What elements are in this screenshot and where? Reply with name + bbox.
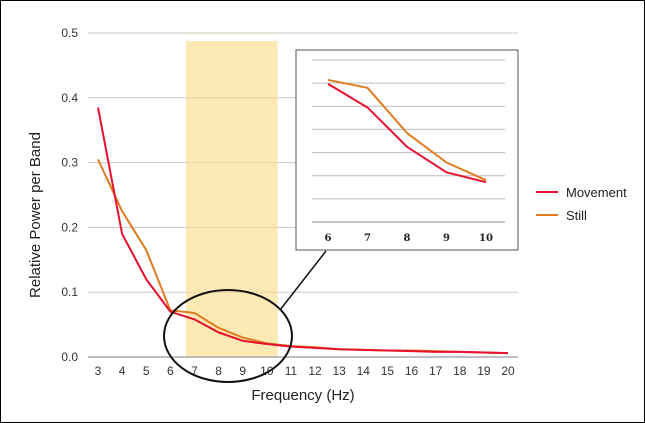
y-axis-title: Relative Power per Band	[27, 132, 44, 298]
x-tick-11: 11	[285, 364, 298, 378]
x-tick-12: 12	[308, 364, 322, 378]
x-tick-14: 14	[357, 364, 371, 378]
y-tick-0.0: 0.0	[61, 350, 78, 364]
inset-series-line-still	[327, 78, 487, 182]
y-tick-0.5: 0.5	[61, 26, 78, 40]
x-axis-title: Frequency (Hz)	[251, 387, 354, 404]
x-tick-19: 19	[477, 364, 491, 378]
x-tick-15: 15	[381, 364, 395, 378]
inset-x-tick-10: 10	[479, 233, 493, 244]
legend-label-still: Still	[566, 208, 587, 223]
inset-series-line-movement	[327, 83, 487, 184]
inset-gridlines	[312, 59, 505, 223]
x-tick-17: 17	[429, 364, 443, 378]
inset-x-tick-9: 9	[443, 233, 450, 244]
main-series-lines	[97, 107, 509, 355]
y-tick-0.1: 0.1	[61, 285, 78, 299]
inset-x-tick-6: 6	[325, 233, 332, 244]
inset-x-tick-labels: 6 7 8 9 10	[325, 233, 493, 244]
x-tick-18: 18	[453, 364, 467, 378]
legend-label-movement: Movement	[566, 185, 627, 200]
x-tick-9: 9	[239, 364, 246, 378]
x-tick-4: 4	[119, 364, 126, 378]
series-line-movement	[97, 107, 509, 355]
zoom-connector-line	[279, 250, 327, 311]
x-tick-8: 8	[215, 364, 222, 378]
y-tick-0.3: 0.3	[61, 156, 78, 170]
y-tick-labels: 0.0 0.1 0.2 0.3 0.4 0.5	[61, 26, 78, 364]
inset-series-lines	[327, 78, 487, 184]
legend: Movement Still	[536, 185, 627, 223]
highlight-band	[186, 41, 278, 357]
zoom-ellipse	[163, 289, 293, 383]
inset-x-tick-7: 7	[364, 233, 371, 244]
main-gridlines-over-band	[186, 32, 278, 293]
inset-x-tick-8: 8	[404, 233, 411, 244]
y-tick-0.4: 0.4	[61, 91, 78, 105]
x-tick-20: 20	[501, 364, 515, 378]
x-tick-13: 13	[332, 364, 346, 378]
x-tick-7: 7	[191, 364, 198, 378]
x-tick-3: 3	[95, 364, 102, 378]
x-tick-6: 6	[167, 364, 174, 378]
y-tick-0.2: 0.2	[61, 220, 78, 234]
x-tick-labels: 3 4 5 6 7 8 9 10 11 12 13 14 15 16 17 18 19 20	[95, 364, 515, 378]
x-tick-5: 5	[143, 364, 150, 378]
x-tick-16: 16	[405, 364, 419, 378]
